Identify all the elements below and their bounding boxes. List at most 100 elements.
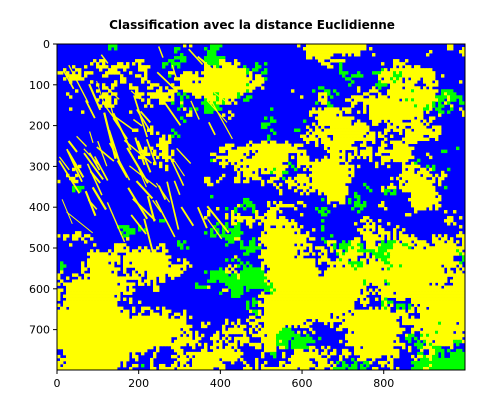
green-pixel — [444, 185, 448, 190]
yellow-pixel — [261, 80, 265, 84]
yellow-pixel — [342, 116, 346, 120]
yellow-pixel — [345, 185, 349, 190]
green-pixel — [321, 213, 325, 217]
yellow-pixel — [354, 47, 358, 51]
yellow-pixel — [285, 303, 289, 308]
yellow-pixel — [336, 137, 340, 141]
yellow-pixel — [435, 276, 439, 280]
yellow-pixel — [84, 71, 88, 75]
yellow-pixel — [249, 170, 253, 175]
yellow-pixel — [228, 92, 232, 96]
yellow-pixel — [279, 270, 283, 274]
yellow-pixel — [96, 291, 100, 295]
green-pixel — [393, 191, 397, 196]
yellow-pixel — [423, 318, 427, 323]
yellow-pixel — [324, 255, 328, 259]
yellow-pixel — [99, 68, 103, 72]
yellow-pixel — [378, 282, 382, 286]
yellow-pixel — [135, 92, 139, 96]
green-pixel — [453, 92, 457, 96]
yellow-pixel — [159, 98, 163, 102]
yellow-pixel — [462, 279, 465, 283]
yellow-pixel — [93, 303, 97, 308]
yellow-pixel — [345, 167, 349, 172]
yellow-pixel — [309, 276, 313, 280]
yellow-pixel — [123, 267, 127, 271]
yellow-pixel — [411, 131, 415, 135]
yellow-pixel — [270, 279, 274, 283]
green-pixel — [240, 279, 244, 283]
yellow-pixel — [405, 170, 409, 175]
yellow-pixel — [315, 303, 319, 308]
yellow-pixel — [126, 318, 130, 323]
yellow-pixel — [393, 125, 397, 129]
yellow-pixel — [402, 110, 406, 114]
green-pixel — [210, 231, 214, 235]
yellow-pixel — [384, 273, 388, 277]
yellow-pixel — [291, 146, 295, 151]
yellow-pixel — [408, 80, 412, 84]
yellow-pixel — [156, 89, 160, 93]
yellow-pixel — [120, 288, 124, 292]
yellow-pixel — [363, 276, 367, 280]
yellow-pixel — [414, 273, 418, 277]
green-pixel — [321, 228, 325, 232]
yellow-pixel — [369, 107, 373, 111]
yellow-pixel — [354, 95, 358, 99]
yellow-pixel — [414, 285, 418, 289]
yellow-pixel — [405, 146, 409, 151]
yellow-pixel — [417, 246, 421, 250]
yellow-pixel — [249, 309, 253, 314]
yellow-pixel — [276, 312, 280, 317]
yellow-pixel — [219, 92, 223, 96]
green-pixel — [174, 50, 178, 54]
yellow-pixel — [90, 62, 94, 66]
yellow-pixel — [423, 98, 427, 102]
yellow-pixel — [300, 200, 304, 205]
yellow-pixel — [435, 279, 439, 283]
yellow-pixel — [348, 294, 352, 298]
yellow-pixel — [330, 122, 334, 126]
yellow-pixel — [402, 83, 406, 87]
yellow-pixel — [399, 249, 403, 253]
yellow-pixel — [414, 176, 418, 181]
yellow-pixel — [324, 185, 328, 190]
yellow-pixel — [285, 258, 289, 262]
yellow-pixel — [378, 134, 382, 138]
yellow-pixel — [312, 47, 316, 51]
yellow-pixel — [183, 44, 187, 48]
yellow-pixel — [375, 119, 379, 123]
yellow-pixel — [309, 306, 313, 311]
yellow-pixel — [99, 300, 103, 304]
yellow-pixel — [66, 71, 70, 75]
yellow-pixel — [405, 237, 409, 241]
green-pixel — [240, 276, 244, 280]
yellow-pixel — [120, 279, 124, 283]
yellow-pixel — [165, 158, 169, 163]
yellow-pixel — [279, 285, 283, 289]
yellow-pixel — [330, 185, 334, 190]
yellow-pixel — [270, 149, 274, 154]
yellow-pixel — [294, 222, 298, 226]
yellow-pixel — [324, 249, 328, 253]
yellow-pixel — [438, 273, 442, 277]
yellow-pixel — [78, 315, 82, 320]
yellow-pixel — [132, 273, 136, 277]
yellow-pixel — [429, 200, 433, 205]
yellow-pixel — [171, 318, 175, 323]
yellow-pixel — [261, 152, 265, 157]
yellow-pixel — [450, 312, 454, 317]
yellow-pixel — [408, 71, 412, 75]
yellow-pixel — [327, 312, 331, 317]
yellow-pixel — [309, 128, 313, 132]
yellow-pixel — [318, 318, 322, 323]
yellow-pixel — [330, 282, 334, 286]
green-pixel — [390, 300, 394, 304]
yellow-pixel — [324, 285, 328, 289]
yellow-pixel — [453, 288, 457, 292]
yellow-pixel — [411, 276, 415, 280]
yellow-pixel — [132, 318, 136, 323]
yellow-pixel — [159, 264, 163, 268]
yellow-pixel — [381, 270, 385, 274]
yellow-pixel — [297, 176, 301, 181]
